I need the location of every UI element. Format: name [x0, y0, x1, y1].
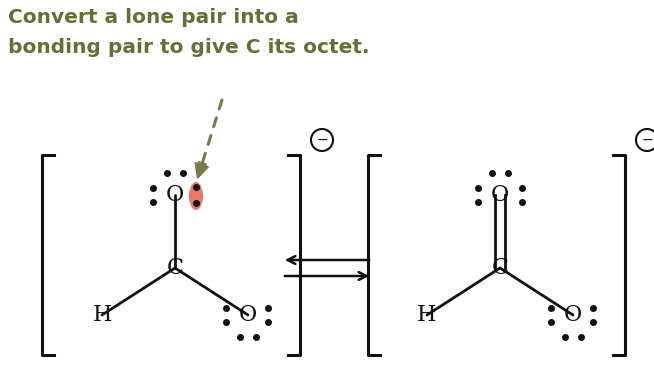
- Text: H: H: [92, 304, 112, 326]
- Text: Convert a lone pair into a: Convert a lone pair into a: [8, 8, 299, 27]
- Text: −: −: [316, 133, 328, 147]
- Text: C: C: [492, 257, 509, 279]
- Text: O: O: [564, 304, 582, 326]
- Text: H: H: [417, 304, 437, 326]
- Text: O: O: [491, 184, 509, 206]
- Text: O: O: [166, 184, 184, 206]
- Text: C: C: [167, 257, 184, 279]
- Text: −: −: [641, 133, 653, 147]
- Text: bonding pair to give C its octet.: bonding pair to give C its octet.: [8, 38, 370, 57]
- FancyArrow shape: [195, 162, 209, 178]
- Text: O: O: [239, 304, 257, 326]
- Ellipse shape: [189, 182, 203, 210]
